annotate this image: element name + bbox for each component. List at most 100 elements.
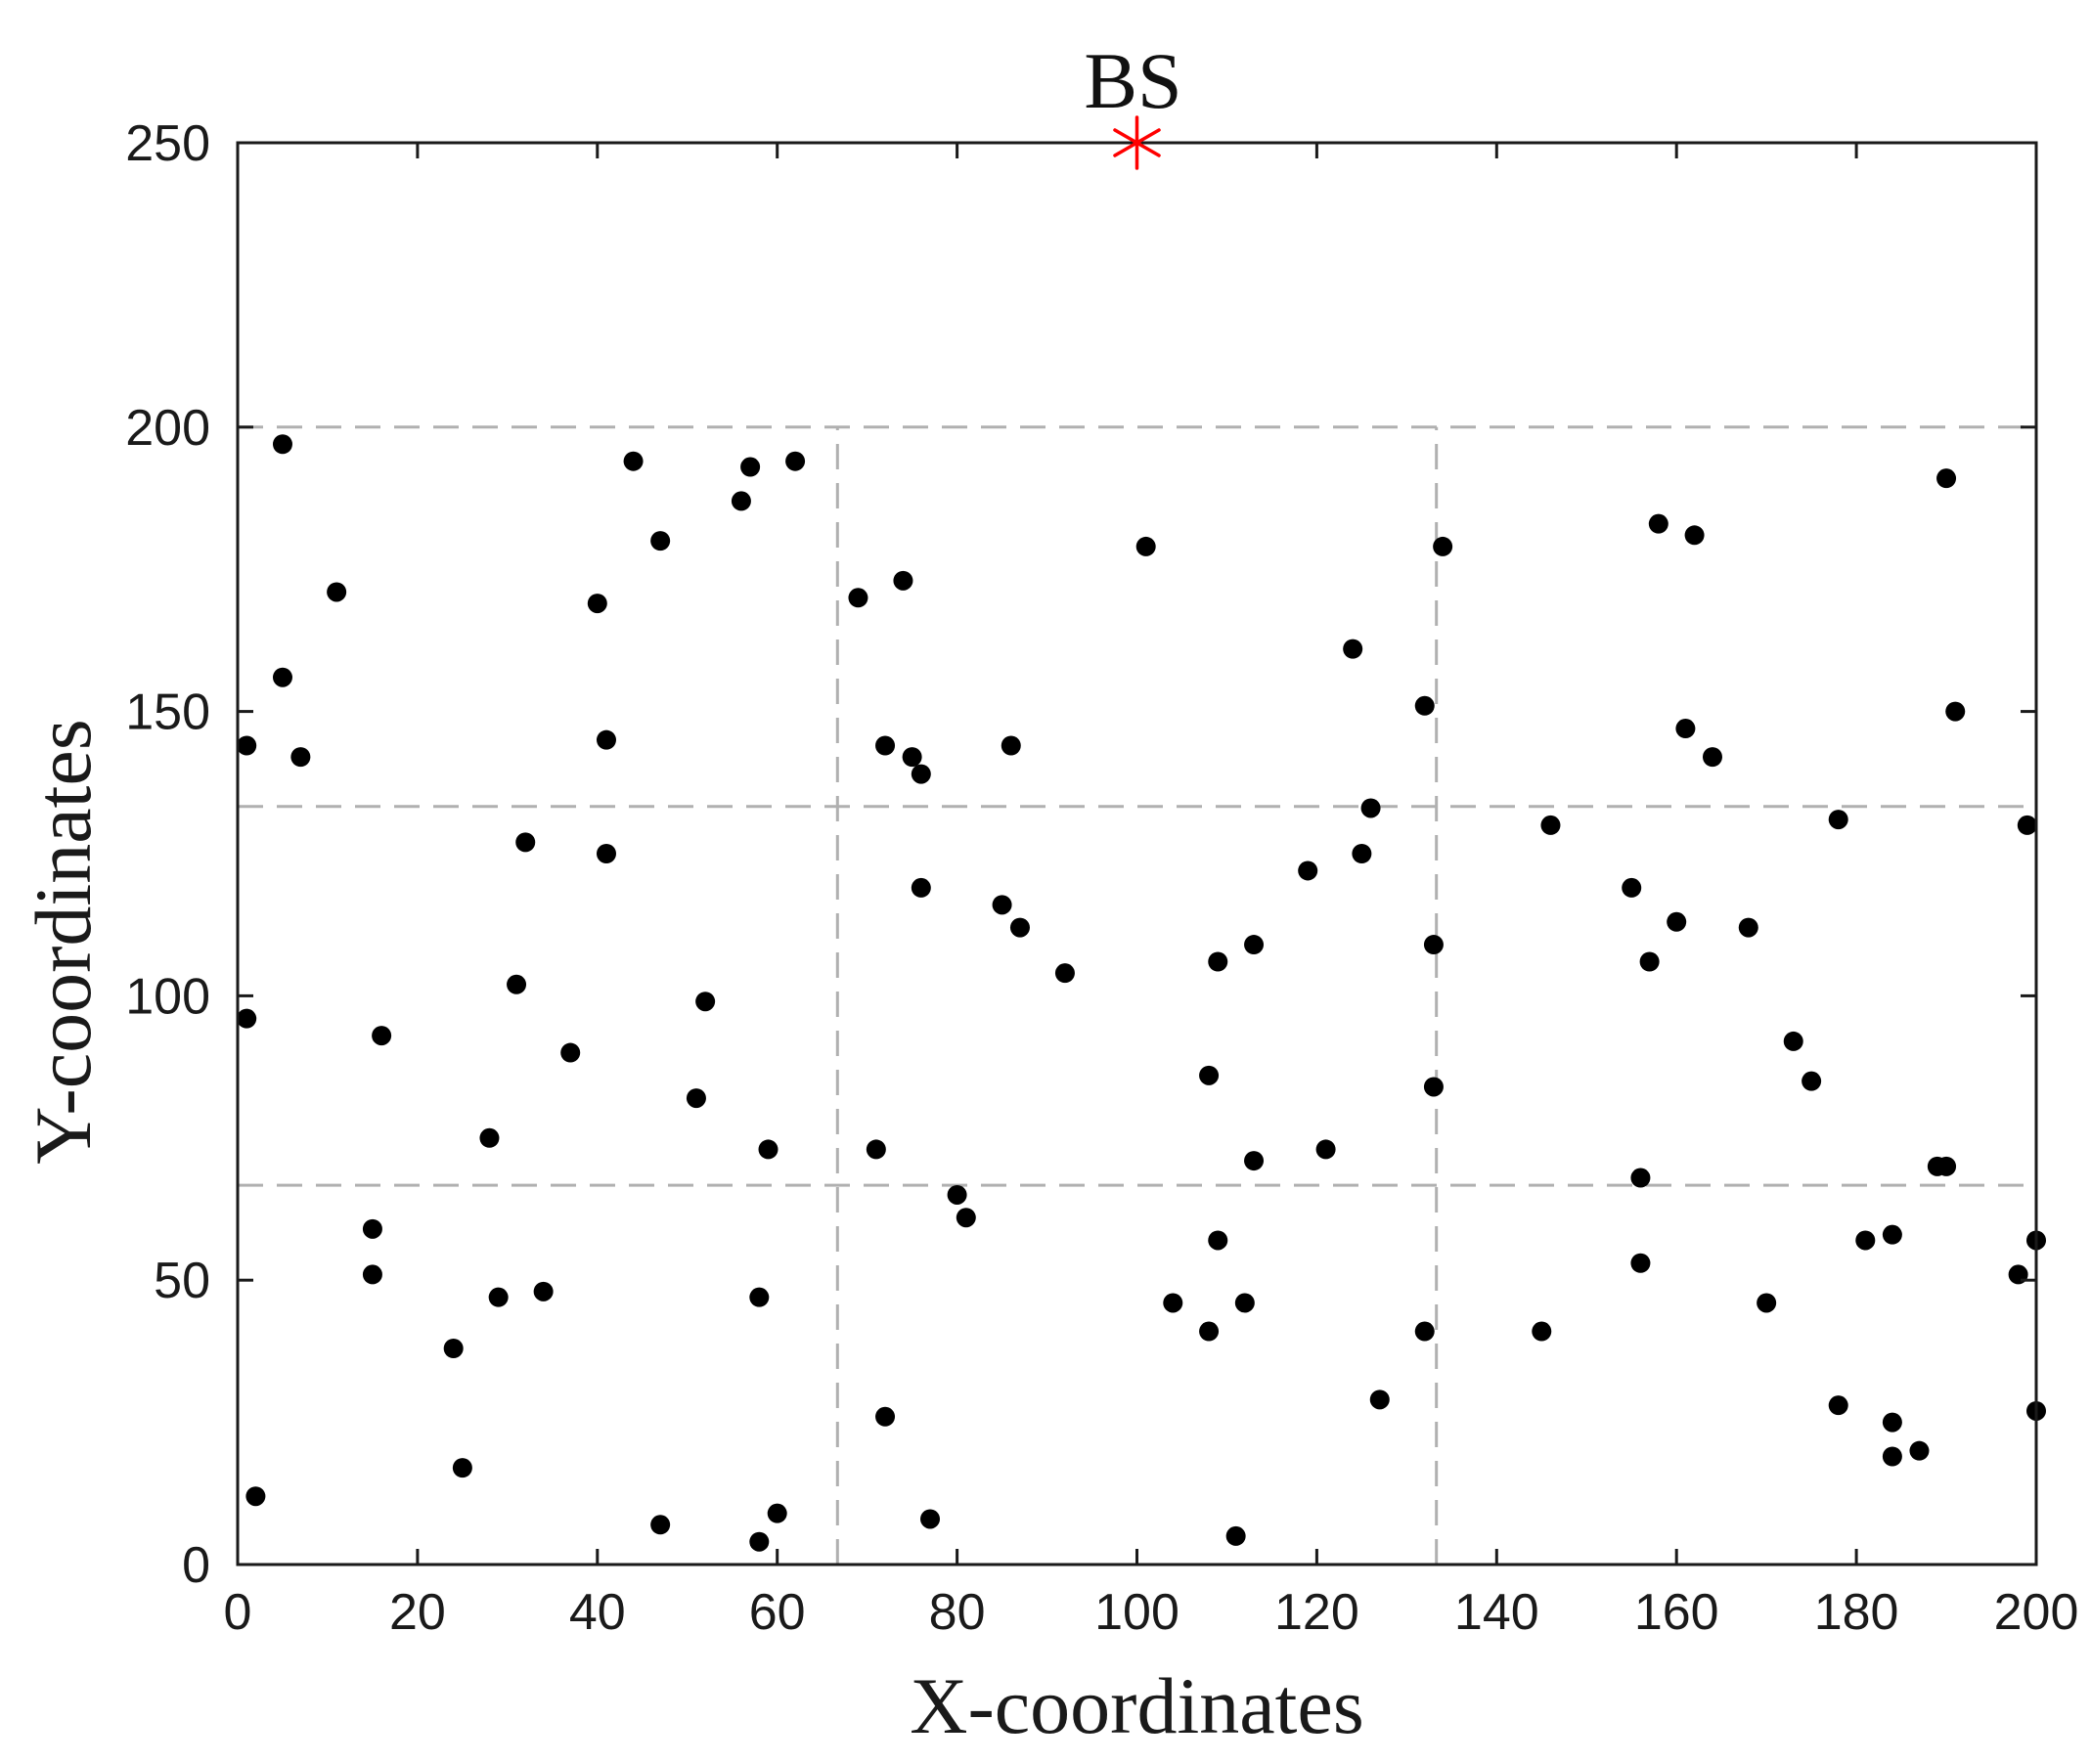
sensor-point: [362, 1218, 382, 1239]
sensor-point: [650, 531, 671, 551]
sensor-point: [1298, 860, 1318, 881]
sensor-point: [911, 764, 931, 784]
sensor-point: [1630, 1168, 1651, 1188]
sensor-point: [560, 1042, 581, 1063]
sensor-point: [1738, 917, 1758, 938]
base-station-label: BS: [1084, 36, 1181, 125]
sensor-point: [1936, 468, 1957, 489]
x-tick-label: 0: [224, 1584, 252, 1641]
base-station-marker: [1113, 115, 1161, 170]
x-tick-label: 180: [1814, 1584, 1899, 1641]
sensor-point: [1315, 1139, 1336, 1160]
y-tick-label: 200: [125, 400, 210, 457]
sensor-point: [372, 1026, 392, 1046]
sensor-point: [1199, 1065, 1220, 1085]
sensor-point: [1667, 911, 1687, 932]
sensor-point: [1828, 1395, 1848, 1416]
sensor-point: [1414, 1321, 1435, 1342]
sensor-point: [1802, 1071, 1822, 1091]
sensor-point: [362, 1264, 382, 1285]
sensor-point: [875, 1406, 896, 1427]
sensor-point: [1423, 1077, 1444, 1097]
sensor-point: [596, 729, 616, 750]
sensor-point: [443, 1338, 464, 1358]
sensor-point: [237, 1008, 257, 1029]
sensor-point: [1828, 810, 1848, 830]
sensor-point: [1208, 951, 1228, 972]
sensor-point: [515, 832, 536, 853]
axes: 0 20 40 60 80 100 120 140 160 180 200 0 50 100 150 200 2…: [125, 115, 2078, 1641]
y-tick-label: 0: [182, 1537, 210, 1594]
sensor-point: [1783, 1031, 1803, 1051]
sensor-point: [1054, 963, 1075, 984]
sensor-point: [1009, 917, 1030, 938]
sensor-point: [479, 1127, 500, 1148]
sensor-point: [1163, 1293, 1183, 1313]
sensor-point: [533, 1281, 554, 1301]
sensor-point: [1909, 1440, 1930, 1461]
sensor-point: [1199, 1321, 1220, 1342]
sensor-point: [245, 1486, 266, 1507]
sensor-point: [1244, 1151, 1265, 1171]
sensor-point: [1639, 951, 1660, 972]
sensor-point: [623, 451, 644, 471]
sensor-point: [1757, 1293, 1777, 1313]
sensor-point: [1001, 735, 1021, 756]
sensor-point: [1532, 1321, 1552, 1342]
sensor-points: [237, 434, 2046, 1552]
sensor-point: [1622, 877, 1642, 898]
sensor-point: [875, 735, 896, 756]
sensor-point: [893, 570, 913, 591]
sensor-point: [866, 1139, 886, 1160]
y-tick-label: 150: [125, 684, 210, 741]
sensor-point: [327, 582, 347, 602]
sensor-point: [992, 895, 1012, 915]
sensor-point: [749, 1531, 770, 1552]
sensor-point: [848, 588, 868, 608]
sensor-point: [1702, 747, 1722, 768]
x-tick-label: 120: [1274, 1584, 1359, 1641]
x-tick-label: 160: [1634, 1584, 1719, 1641]
sensor-point: [1882, 1224, 1902, 1245]
partition-lines: [238, 425, 2036, 1565]
sensor-point: [1423, 935, 1444, 955]
sensor-point: [1684, 525, 1705, 546]
sensor-point: [1945, 701, 1966, 722]
sensor-point: [1414, 695, 1435, 716]
sensor-point: [1882, 1446, 1902, 1467]
plot-frame: [236, 141, 2038, 1566]
sensor-point: [488, 1287, 509, 1307]
x-tick-label: 140: [1454, 1584, 1539, 1641]
sensor-point: [1343, 639, 1363, 659]
x-tick-label: 100: [1094, 1584, 1179, 1641]
sensor-point: [650, 1515, 671, 1535]
y-tick-label: 100: [125, 968, 210, 1025]
sensor-point: [272, 667, 292, 687]
sensor-point: [1630, 1253, 1651, 1273]
sensor-point: [1234, 1293, 1255, 1313]
sensor-point: [2017, 815, 2037, 835]
sensor-point: [1882, 1412, 1902, 1433]
sensor-point: [785, 451, 806, 471]
sensor-point: [749, 1287, 770, 1307]
sensor-point: [1244, 935, 1265, 955]
x-tick-label: 60: [749, 1584, 806, 1641]
sensor-point: [1936, 1156, 1957, 1176]
sensor-point: [911, 877, 931, 898]
base-station: BS: [1084, 36, 1182, 170]
sensor-point: [1352, 844, 1372, 863]
x-tick-label: 40: [569, 1584, 626, 1641]
sensor-point: [1540, 815, 1561, 835]
sensor-point: [1360, 798, 1381, 818]
y-axis-label: Y-coordinates: [19, 719, 108, 1164]
sensor-point: [1855, 1230, 1876, 1251]
sensor-point: [1433, 536, 1453, 556]
sensor-point: [1675, 719, 1696, 739]
x-axis-label: X-coordinates: [910, 1661, 1364, 1750]
sensor-point: [237, 735, 257, 756]
x-tick-label: 80: [929, 1584, 986, 1641]
sensor-point: [731, 491, 751, 511]
x-tick-label: 200: [1994, 1584, 2079, 1641]
y-tick-label: 250: [125, 115, 210, 172]
